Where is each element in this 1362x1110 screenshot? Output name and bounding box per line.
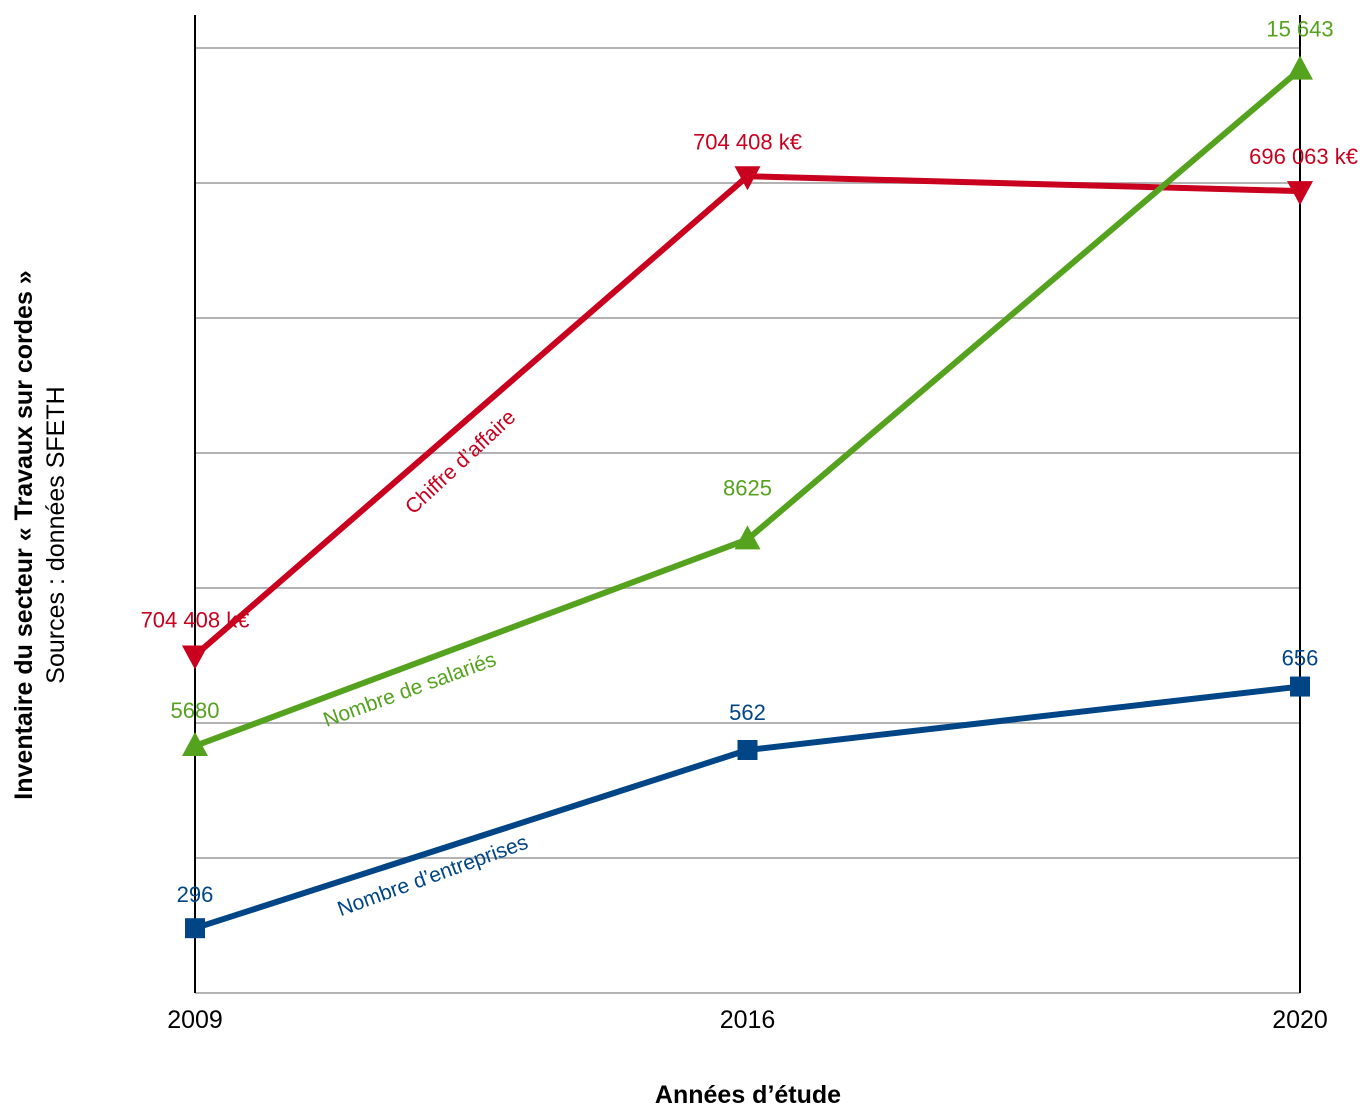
data-point bbox=[734, 166, 761, 191]
axes bbox=[194, 15, 1301, 993]
data-point bbox=[1287, 181, 1313, 206]
gridlines bbox=[195, 47, 1300, 994]
data-point bbox=[734, 525, 761, 550]
data-point bbox=[182, 645, 208, 670]
data-label: 704 408 k€ bbox=[693, 129, 802, 154]
data-label: 704 408 k€ bbox=[141, 608, 250, 633]
data-label: 696 063 k€ bbox=[1249, 144, 1358, 169]
x-axis-title: Années d’étude bbox=[655, 1081, 841, 1109]
data-label: 8625 bbox=[723, 475, 772, 500]
data-label: 562 bbox=[729, 700, 766, 725]
data-point bbox=[1287, 55, 1313, 80]
data-label: 5680 bbox=[171, 698, 220, 723]
x-tick-label: 2016 bbox=[720, 1006, 776, 1034]
x-tick-label: 2009 bbox=[167, 1006, 223, 1034]
data-point bbox=[737, 740, 758, 760]
y-axis-title: Inventaire du secteur « Travaux sur cord… bbox=[10, 270, 38, 799]
x-tick-labels: 2009 2016 2020 bbox=[167, 1006, 1328, 1034]
data-point bbox=[1290, 676, 1310, 697]
data-label: 15 643 bbox=[1266, 17, 1333, 42]
series-line bbox=[193, 173, 1301, 658]
x-tick-label: 2020 bbox=[1272, 1006, 1328, 1034]
data-point bbox=[185, 918, 205, 939]
y-axis-subtitle: Sources : données SFETH bbox=[42, 386, 70, 683]
data-label: 656 bbox=[1282, 646, 1319, 671]
data-label: 296 bbox=[177, 882, 214, 907]
data-point bbox=[182, 731, 208, 756]
series-group: 704 408 k€704 408 k€696 063 k€Chiffre d’… bbox=[141, 17, 1358, 939]
